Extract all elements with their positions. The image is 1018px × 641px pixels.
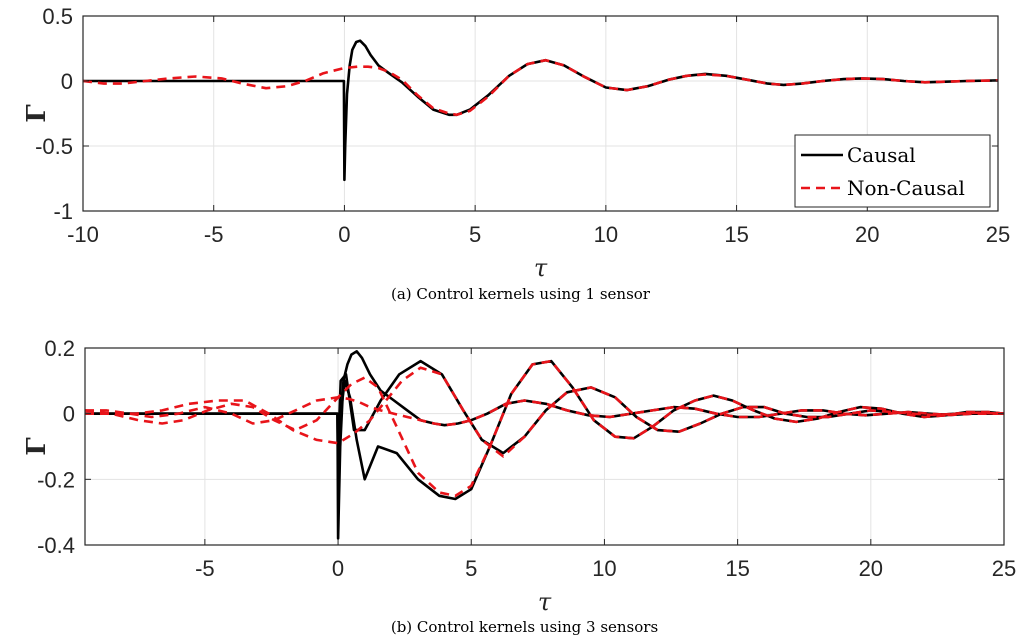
x-axis-label: τ: [538, 588, 552, 616]
x-tick-label: 15: [724, 222, 748, 247]
axes-frame: [82, 15, 999, 212]
x-tick-label: -5: [195, 556, 215, 581]
x-tick-label: 5: [465, 556, 477, 581]
y-tick-label: 0: [61, 69, 73, 94]
x-tick-label: 25: [986, 222, 1010, 247]
y-tick-label: 0: [63, 402, 75, 427]
series-line-non-causal-1: [83, 58, 998, 117]
x-tick-label: 0: [332, 556, 344, 581]
figure-caption: (a) Control kernels using 1 sensor: [391, 285, 651, 303]
series-group: [83, 39, 998, 182]
x-tick-label: 10: [594, 222, 618, 247]
series-line-non-causal-3: [85, 396, 1004, 427]
legend-label: Causal: [847, 143, 916, 167]
legend-label: Non-Causal: [847, 176, 965, 200]
legend: Causal Non-Causal: [794, 134, 991, 208]
y-tick-label: -0.4: [37, 533, 75, 558]
series-line-non-causal-4: [85, 359, 1004, 498]
x-tick-label: -5: [204, 222, 224, 247]
series-group: [85, 350, 1004, 540]
series-line-non-causal-5: [85, 366, 1004, 458]
x-tick-label: 15: [725, 556, 749, 581]
figure-caption: (b) Control kernels using 3 sensors: [391, 618, 658, 636]
plot-area: [85, 348, 1004, 545]
x-tick-label: 10: [592, 556, 616, 581]
x-tick-label: 0: [338, 222, 350, 247]
y-tick-label: 0.2: [44, 336, 75, 361]
chart-panel-a: -10 -5 0 5 10 15 20 25 -1 -0.5 0 0.5 τ Γ (a) Control k…: [22, 4, 1010, 303]
x-tick-label: 25: [992, 556, 1016, 581]
chart-panel-b: -5 0 5 10 15 20 25 -0.4 -0.2 0 0.2 τ Γ (b) Control ke…: [22, 336, 1016, 636]
y-tick-label: -1: [53, 199, 73, 224]
legend-box: [794, 134, 991, 208]
axes-frame: [84, 347, 1005, 546]
y-axis-label: Γ: [22, 437, 52, 456]
y-tick-label: -0.2: [37, 467, 75, 492]
y-tick-label: 0.5: [42, 4, 73, 29]
x-axis-label: τ: [534, 254, 548, 282]
x-tick-label: -10: [67, 222, 99, 247]
x-tick-label: 5: [469, 222, 481, 247]
y-tick-label: -0.5: [35, 134, 73, 159]
y-axis-label: Γ: [22, 104, 52, 123]
x-tick-label: 20: [855, 222, 879, 247]
x-tick-label: 20: [859, 556, 883, 581]
